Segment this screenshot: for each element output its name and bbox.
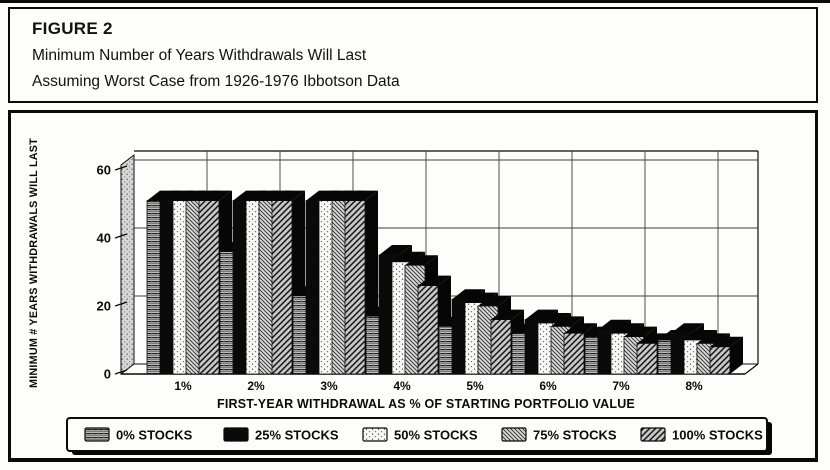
legend-label-25-stocks: 25% STOCKS [255,428,339,443]
x-category-label-7%: 7% [612,379,630,393]
bar-top-face [551,316,584,327]
bar-top-face [624,326,657,337]
x-category-label-1%: 1% [174,379,192,393]
page-top-edge-line [0,0,830,3]
bar-100-stocks7% [636,342,658,375]
bar-top-face [564,323,597,334]
bar-top-face [392,251,425,262]
legend-swatch-0-stocks [84,427,110,442]
x-category-label-5%: 5% [466,379,484,393]
legend-swatch-50-stocks [362,427,388,442]
y-tick-label-0: 0 [104,367,111,382]
y-axis-title: MINIMUM # YEARS WITHDRAWALS WILL LAST [28,138,40,388]
figure-title-line2: Assuming Worst Case from 1926-1976 Ibbot… [32,73,400,90]
figure-title-line1: Minimum Number of Years Withdrawals Will… [32,47,367,64]
bar-100-stocks2% [271,200,293,375]
bar-100-stocks8% [709,346,731,375]
bar-top-face [199,190,232,201]
bar-top-face [598,319,631,330]
floor-corner-bevel [744,363,759,375]
y-tick-40 [114,233,128,239]
bar-100-stocks6% [563,332,585,375]
bar-top-face [478,296,511,306]
x-category-label-2%: 2% [247,379,265,393]
bar-group-8% [657,323,743,375]
y-tick-0 [114,369,128,375]
bar-100-stocks1% [198,200,220,375]
bar-group-5% [438,289,524,375]
x-category-label-6%: 6% [539,379,557,393]
bar-top-face [418,275,451,286]
bar-group-2% [219,190,305,375]
x-axis-title: FIRST-YEAR WITHDRAWAL AS % OF STARTING P… [217,397,635,411]
legend-label-100-stocks: 100% STOCKS [672,428,763,443]
y-axis-wall [120,153,135,376]
bar-group-4% [365,245,451,375]
y-tick-label-40: 40 [97,231,111,246]
y-tick-label-20: 20 [97,299,111,314]
bar-top-face [272,190,305,201]
bar-top-face [379,245,412,255]
bar-top-face [637,333,670,344]
y-tick-20 [114,301,128,307]
bar-top-face [697,333,730,344]
legend-box [66,417,768,452]
bar-top-face [684,330,717,340]
bar-top-face [611,323,644,334]
bar-top-face [671,323,704,334]
legend-swatch-25-stocks [223,427,249,442]
bar-side-face [730,336,743,374]
legend-label-0-stocks: 0% STOCKS [116,428,193,443]
bar-top-face [710,336,743,347]
x-category-label-3%: 3% [320,379,338,393]
legend: 0% STOCKS 25% STOCKS 50% STOCKS 75% STOCKS 1… [66,417,772,455]
bar-top-face [525,309,558,320]
bar-top-face [452,289,485,300]
legend-label-50-stocks: 50% STOCKS [394,428,478,443]
bar-top-face [465,292,498,303]
x-category-label-8%: 8% [685,379,703,393]
bar-100-stocks4% [417,285,439,375]
bar-group-3% [292,190,378,375]
chart-frame: 0 20 40 60 1% 2% 3% 4% 5% 6% 7% 8% FIRST-YEAR WITHDR… [8,110,818,462]
figure-label: FIGURE 2 [32,19,113,38]
y-tick-60 [114,165,128,171]
bar-top-face [345,190,378,201]
x-category-label-4%: 4% [393,379,411,393]
legend-swatch-75-stocks [501,427,527,442]
bar-top-face [405,255,438,266]
bar-100-stocks3% [344,200,366,375]
bar-100-stocks5% [490,319,512,375]
y-tick-label-60: 60 [97,163,111,178]
bar-group-6% [511,309,597,375]
legend-swatch-100-stocks [640,427,666,442]
bar-group-1% [146,190,232,375]
legend-label-75-stocks: 75% STOCKS [533,428,617,443]
chart-canvas: 0 20 40 60 1% 2% 3% 4% 5% 6% 7% 8% FIRST-YEAR WITHDR… [28,138,772,455]
figure-title-box: FIGURE 2 Minimum Number of Years Withdra… [8,7,818,103]
bar-top-face [538,313,571,323]
bar-top-face [491,309,524,320]
bar-group-7% [584,319,670,375]
